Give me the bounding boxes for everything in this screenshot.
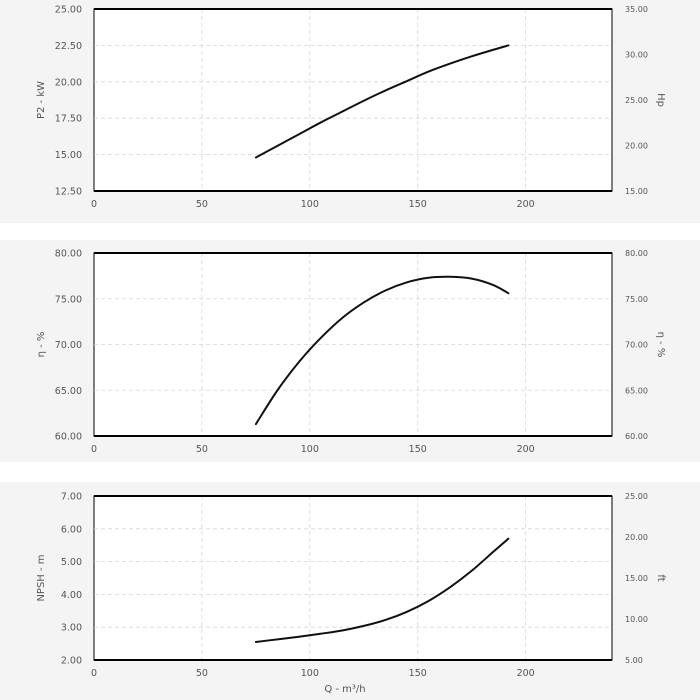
x-tick-label: 50 (196, 668, 208, 679)
x-tick-label: 150 (409, 668, 427, 679)
y-tick-label: 3.00 (61, 623, 82, 634)
y-tick-label: 70.00 (55, 340, 82, 351)
npsh-chart-panel: 2.00 3.00 4.00 5.00 6.00 7.00 5.00 10.00 15.00 20… (0, 482, 700, 700)
x-tick-label: 150 (409, 199, 427, 210)
power-chart: 12.50 15.00 17.50 20.00 22.50 25.00 15.00 20.00… (36, 5, 666, 211)
efficiency-chart-panel: 60.00 65.00 70.00 75.00 80.00 60.00 65.00 70.00… (0, 240, 700, 462)
y-tick-label: 20.00 (55, 77, 82, 88)
y-tick-label: 5.00 (61, 557, 82, 568)
x-tick-label: 50 (196, 199, 208, 210)
x-axis-title: Q - m³/h (324, 684, 365, 695)
y-tick-label: 6.00 (61, 524, 82, 535)
y-tick-label: 80.00 (55, 249, 82, 260)
y-axis-title: η - % (36, 332, 47, 358)
efficiency-chart: 60.00 65.00 70.00 75.00 80.00 60.00 65.00 70.00… (36, 249, 666, 456)
npsh-curve (254, 537, 510, 643)
efficiency-gridlines (94, 253, 612, 436)
y2-tick-label: 60.00 (625, 432, 648, 441)
power-gridlines (94, 9, 612, 191)
x-tick-label: 100 (301, 668, 319, 679)
y-tick-label: 75.00 (55, 294, 82, 305)
y2-tick-label: 15.00 (625, 574, 648, 583)
y-tick-label: 17.50 (55, 114, 82, 125)
y-tick-label: 7.00 (61, 492, 82, 503)
y2-tick-label: 75.00 (625, 295, 648, 304)
y-tick-label: 15.00 (55, 150, 82, 161)
x-tick-label: 50 (196, 444, 208, 455)
x-tick-label: 100 (301, 444, 319, 455)
y2-tick-label: 20.00 (625, 142, 648, 151)
y2-tick-label: 10.00 (625, 615, 648, 624)
power-curve (254, 44, 510, 159)
y2-tick-label: 5.00 (625, 656, 643, 665)
y-tick-label: 12.50 (55, 187, 82, 198)
x-tick-label: 200 (517, 199, 535, 210)
y-tick-label: 25.00 (55, 5, 82, 16)
y2-tick-label: 30.00 (625, 51, 648, 60)
y2-tick-label: 80.00 (625, 249, 648, 258)
y-tick-label: 65.00 (55, 386, 82, 397)
x-tick-label: 0 (91, 668, 97, 679)
power-plot-area (93, 8, 613, 192)
x-tick-label: 100 (301, 199, 319, 210)
y2-tick-label: 15.00 (625, 187, 648, 196)
y2-tick-label: 70.00 (625, 341, 648, 350)
x-tick-label: 150 (409, 444, 427, 455)
y-tick-label: 4.00 (61, 590, 82, 601)
x-tick-label: 200 (517, 668, 535, 679)
y2-axis-title: η - % (655, 332, 666, 358)
x-tick-label: 200 (517, 444, 535, 455)
y-tick-label: 2.00 (61, 656, 82, 667)
efficiency-curve (254, 275, 510, 426)
y2-axis-title: Hp (655, 93, 666, 107)
y2-tick-label: 20.00 (625, 533, 648, 542)
y-axis-title: P2 - kW (36, 81, 47, 119)
y-axis-title: NPSH - m (36, 554, 47, 601)
npsh-plot-area (93, 495, 613, 661)
y-tick-label: 60.00 (55, 432, 82, 443)
x-tick-label: 0 (91, 444, 97, 455)
npsh-chart: 2.00 3.00 4.00 5.00 6.00 7.00 5.00 10.00 15.00 20… (36, 492, 666, 696)
x-tick-label: 0 (91, 199, 97, 210)
y2-tick-label: 65.00 (625, 386, 648, 395)
y2-tick-label: 35.00 (625, 5, 648, 14)
y2-axis-title: ft (655, 574, 666, 581)
y2-tick-label: 25.00 (625, 96, 648, 105)
power-chart-panel: 12.50 15.00 17.50 20.00 22.50 25.00 15.00 20.00… (0, 0, 700, 223)
y2-tick-label: 25.00 (625, 492, 648, 501)
y-tick-label: 22.50 (55, 41, 82, 52)
npsh-gridlines (94, 496, 612, 660)
